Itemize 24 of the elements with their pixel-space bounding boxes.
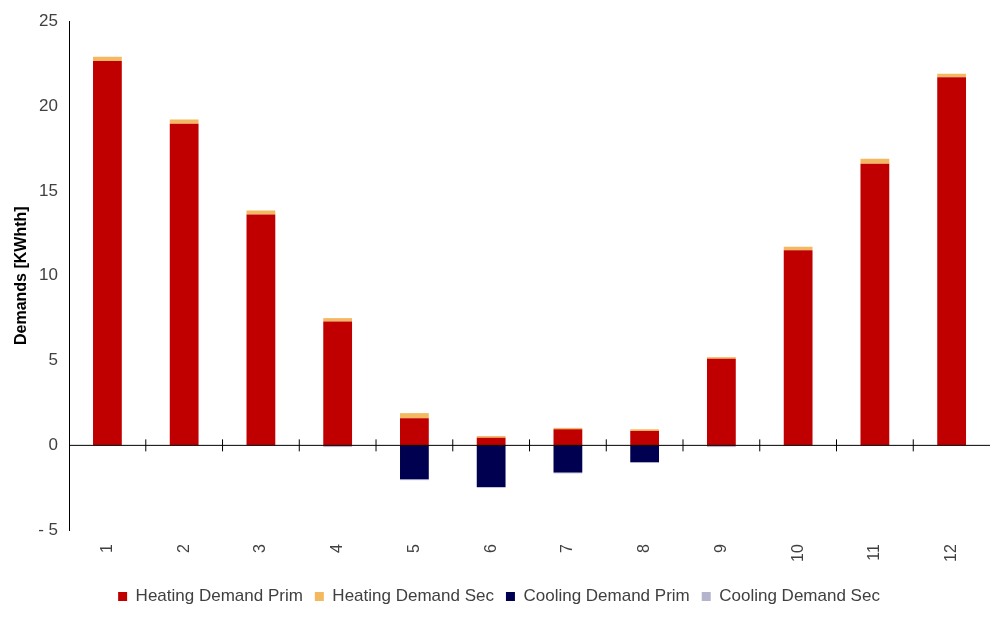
y-tick-label: 10 [39, 265, 59, 285]
x-tick-label: 2 [174, 544, 192, 554]
legend-label: Cooling Demand Prim [523, 586, 690, 606]
y-tick-label: - 5 [38, 519, 59, 539]
y-tick-label: 20 [39, 95, 59, 115]
x-tick-label: 11 [865, 544, 883, 561]
x-tick-label: 12 [942, 544, 960, 562]
y-tick-label: 0 [48, 435, 59, 455]
x-tick-label: 3 [251, 544, 269, 554]
x-tick-label: 5 [404, 544, 422, 554]
y-axis-title: Demands [KWhth] [12, 206, 30, 346]
x-tick-label: 8 [635, 544, 653, 554]
x-tick-label: 9 [711, 544, 729, 554]
legend-label: Heating Demand Prim [135, 586, 303, 606]
x-tick-label: 1 [97, 544, 115, 554]
x-tick-label: 6 [481, 544, 499, 554]
y-tick-label: 5 [48, 350, 59, 370]
x-tick-label: 10 [788, 544, 806, 562]
x-tick-label: 7 [558, 544, 576, 554]
x-tick-label: 4 [328, 544, 346, 554]
legend-label: Cooling Demand Sec [719, 586, 881, 606]
y-tick-label: 25 [39, 10, 59, 30]
legend-label: Heating Demand Sec [332, 586, 495, 606]
y-tick-label: 15 [39, 180, 59, 200]
